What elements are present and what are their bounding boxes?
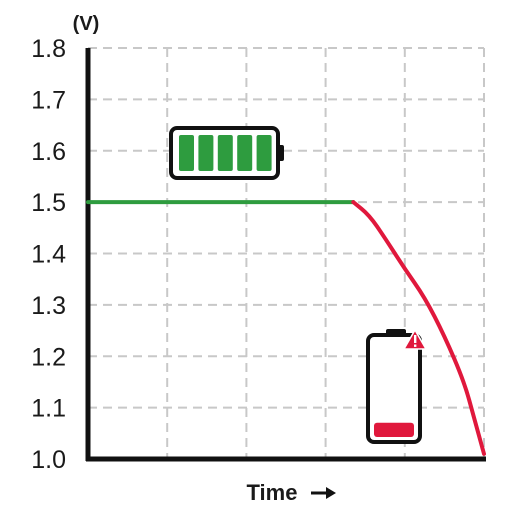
y-tick-labels: 1.8 1.7 1.6 1.5 1.4 1.3 1.2 1.1 1.0 [31, 35, 66, 474]
series-line-1 [351, 200, 486, 456]
battery-cell [256, 135, 272, 171]
battery-cell [237, 135, 253, 171]
y-tick-label: 1.8 [31, 35, 66, 63]
warning-dot [414, 344, 417, 347]
battery-cell [217, 135, 233, 171]
y-tick-label: 1.0 [31, 446, 66, 474]
y-tick-label: 1.4 [31, 241, 66, 269]
battery-body [366, 333, 422, 444]
warning-triangle-icon [403, 329, 427, 350]
chart-axes [85, 48, 486, 462]
battery-charge-level [374, 422, 414, 437]
y-tick-label: 1.1 [31, 395, 66, 423]
low-battery-icon [366, 329, 427, 444]
warning-bar [414, 335, 417, 343]
battery-cell [179, 135, 194, 171]
y-tick-label: 1.5 [31, 189, 66, 217]
y-tick-label: 1.3 [31, 292, 66, 320]
battery-icons [169, 126, 427, 444]
arrow-head [326, 487, 336, 499]
chart-grid [88, 47, 485, 459]
voltage-series [86, 200, 486, 456]
y-tick-label: 1.2 [31, 343, 66, 371]
x-axis-title: Time [247, 480, 298, 505]
full-battery-icon [169, 126, 284, 180]
battery-cell [198, 135, 214, 171]
y-axis-unit-label: (V) [73, 13, 100, 35]
y-tick-label: 1.6 [31, 138, 66, 166]
battery-terminal [278, 145, 284, 161]
right-arrow-icon [311, 487, 336, 499]
y-tick-label: 1.7 [31, 86, 66, 114]
